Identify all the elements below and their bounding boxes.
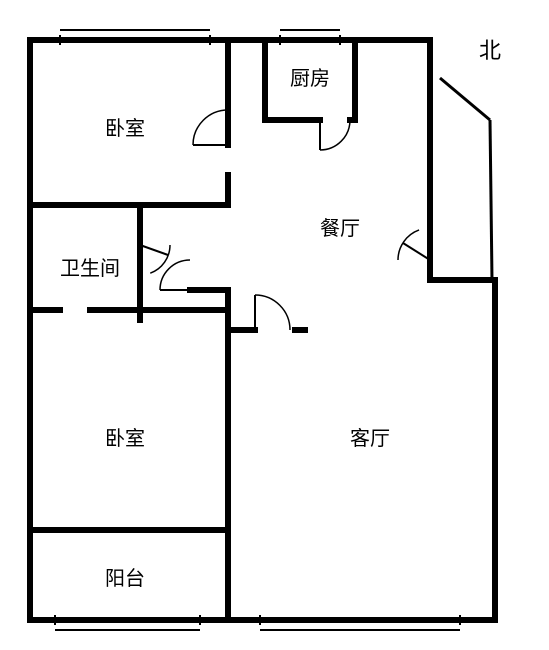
background (0, 0, 549, 650)
room-label: 客厅 (350, 427, 390, 450)
room-label: 阳台 (105, 567, 145, 590)
compass-arrow (490, 120, 492, 280)
floorplan-svg: 卧室厨房餐厅卫生间卧室客厅阳台北 (0, 0, 549, 650)
room-label: 餐厅 (320, 217, 360, 240)
room-label: 卫生间 (60, 257, 120, 280)
floorplan-container: 卧室厨房餐厅卫生间卧室客厅阳台北 (0, 0, 549, 650)
room-label: 卧室 (105, 117, 145, 140)
room-label: 厨房 (290, 67, 330, 90)
compass-label: 北 (479, 38, 501, 63)
room-label: 卧室 (105, 427, 145, 450)
